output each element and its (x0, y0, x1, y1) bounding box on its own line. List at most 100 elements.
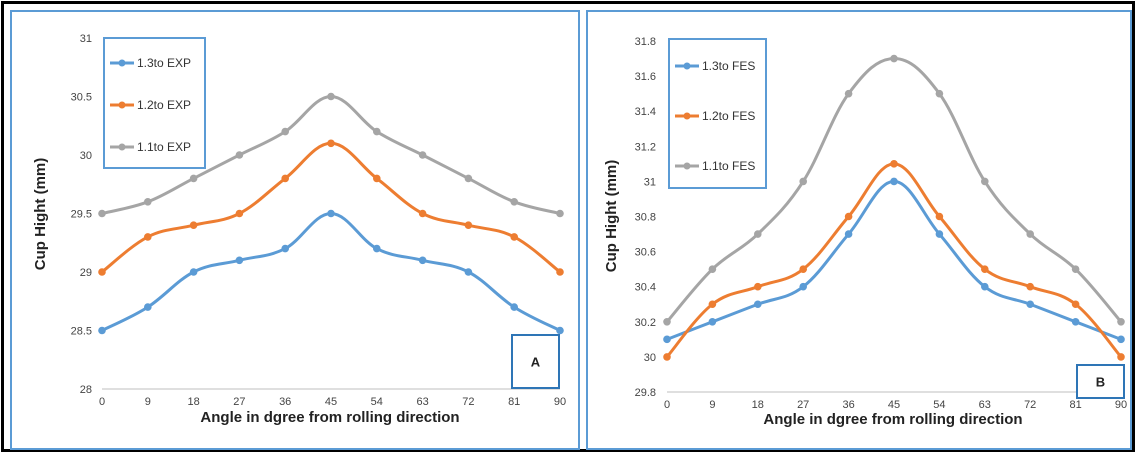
data-point (373, 244, 381, 253)
y-axis-title: Cup Hight (mm) (32, 158, 49, 270)
legend-entry-label: 1.2to EXP (137, 98, 191, 112)
legend-marker (683, 112, 691, 120)
y-tick-label: 30.5 (71, 92, 92, 104)
data-point (418, 256, 427, 265)
data-point (98, 209, 106, 218)
x-tick-label: 9 (709, 399, 715, 411)
data-point (189, 221, 198, 229)
x-tick-label: 36 (279, 396, 291, 408)
y-tick-label: 28 (80, 384, 92, 396)
data-point (235, 256, 244, 265)
panel-label-box (1076, 364, 1125, 399)
figure-frame: 28 28.5 29 29.5 30 30.5 31 0 9 18 27 36 45 54 63 72 81 90… (1, 1, 1135, 452)
x-axis-title: Angle in dgree from rolling direction (200, 409, 459, 426)
x-axis-title: Angle in dgree from rolling direction (763, 411, 1022, 428)
data-point (1026, 300, 1034, 309)
legend-entry-label: 1.3to EXP (137, 56, 191, 70)
y-tick-label: 29.8 (635, 387, 656, 399)
data-point (663, 353, 671, 361)
data-point (235, 209, 244, 218)
data-point (189, 174, 198, 183)
legend-marker (683, 162, 691, 170)
x-tick-label: 18 (752, 399, 764, 411)
data-point (708, 300, 717, 309)
data-point (144, 198, 152, 206)
series-line (666, 179, 1122, 341)
y-tick-label: 29 (80, 267, 92, 279)
y-tick-label: 29.5 (71, 209, 92, 221)
legend-marker (118, 101, 126, 109)
data-point (844, 230, 853, 238)
x-tick-label: 90 (554, 396, 566, 408)
series-line (665, 162, 1123, 358)
y-tick-label: 28.5 (71, 326, 92, 338)
data-point (799, 265, 807, 273)
y-tick-label: 30.4 (635, 282, 656, 294)
data-point (890, 177, 898, 186)
x-tick-label: 27 (233, 396, 245, 408)
data-point (327, 209, 335, 218)
x-tick-label: 18 (187, 396, 199, 408)
y-tick-label: 31 (80, 33, 92, 45)
legend-entry-label: 1.1to FES (702, 159, 755, 173)
data-point (464, 221, 473, 229)
data-point (708, 265, 717, 273)
data-point (98, 326, 106, 335)
y-tick-label: 31.4 (635, 106, 656, 118)
data-point (510, 233, 518, 241)
x-tick-label: 54 (933, 399, 945, 411)
x-tick-label: 45 (888, 399, 900, 411)
x-tick-label: 63 (979, 399, 991, 411)
data-point (464, 174, 473, 183)
data-point (1071, 265, 1080, 273)
panel-label: B (1096, 375, 1105, 390)
y-tick-label: 30 (644, 352, 656, 364)
legend-marker (683, 62, 691, 70)
x-tick-label: 9 (145, 396, 151, 408)
data-point (235, 151, 244, 159)
data-point (799, 282, 807, 291)
data-point (754, 282, 762, 291)
x-tick-label: 54 (371, 396, 383, 408)
data-point (556, 209, 564, 218)
data-point (1117, 318, 1125, 326)
x-tick-label: 0 (664, 399, 670, 411)
data-point (144, 303, 152, 311)
data-point (1026, 282, 1034, 291)
x-tick-label: 90 (1115, 399, 1127, 411)
data-point (935, 212, 944, 221)
y-tick-label: 31.2 (635, 141, 656, 153)
data-point (373, 127, 381, 136)
x-tick-label: 36 (842, 399, 854, 411)
y-tick-label: 31 (644, 176, 656, 188)
data-point (464, 268, 473, 276)
data-point (189, 268, 198, 276)
data-point (663, 335, 671, 344)
data-point (373, 174, 381, 183)
data-point (327, 92, 335, 101)
data-point (754, 230, 762, 238)
data-point (510, 198, 518, 206)
data-point (708, 318, 717, 326)
legend-entry-label: 1.1to EXP (137, 140, 191, 154)
y-tick-label: 30.8 (635, 212, 656, 224)
data-point (1117, 353, 1125, 361)
data-point (1071, 300, 1080, 309)
x-tick-label: 0 (99, 396, 105, 408)
data-point (418, 151, 427, 159)
data-point (281, 244, 290, 253)
legend-marker (118, 143, 126, 151)
data-point (1071, 318, 1080, 326)
data-point (935, 230, 944, 238)
y-tick-label: 30 (80, 150, 92, 162)
data-point (144, 233, 152, 241)
data-point (1117, 335, 1125, 344)
data-point (1026, 230, 1034, 238)
data-point (981, 265, 989, 273)
chart-panel-a: 28 28.5 29 29.5 30 30.5 31 0 9 18 27 36 45 54 63 72 81 90… (10, 10, 580, 450)
legend-entry-label: 1.3to FES (702, 59, 755, 73)
data-point (281, 127, 290, 136)
y-tick-label: 31.6 (635, 71, 656, 83)
chart-panel-b: 29.8 30 30.2 30.4 30.6 30.8 31 31.2 31.4 31.6 31.8… (586, 10, 1132, 450)
panel-label: A (531, 355, 541, 370)
